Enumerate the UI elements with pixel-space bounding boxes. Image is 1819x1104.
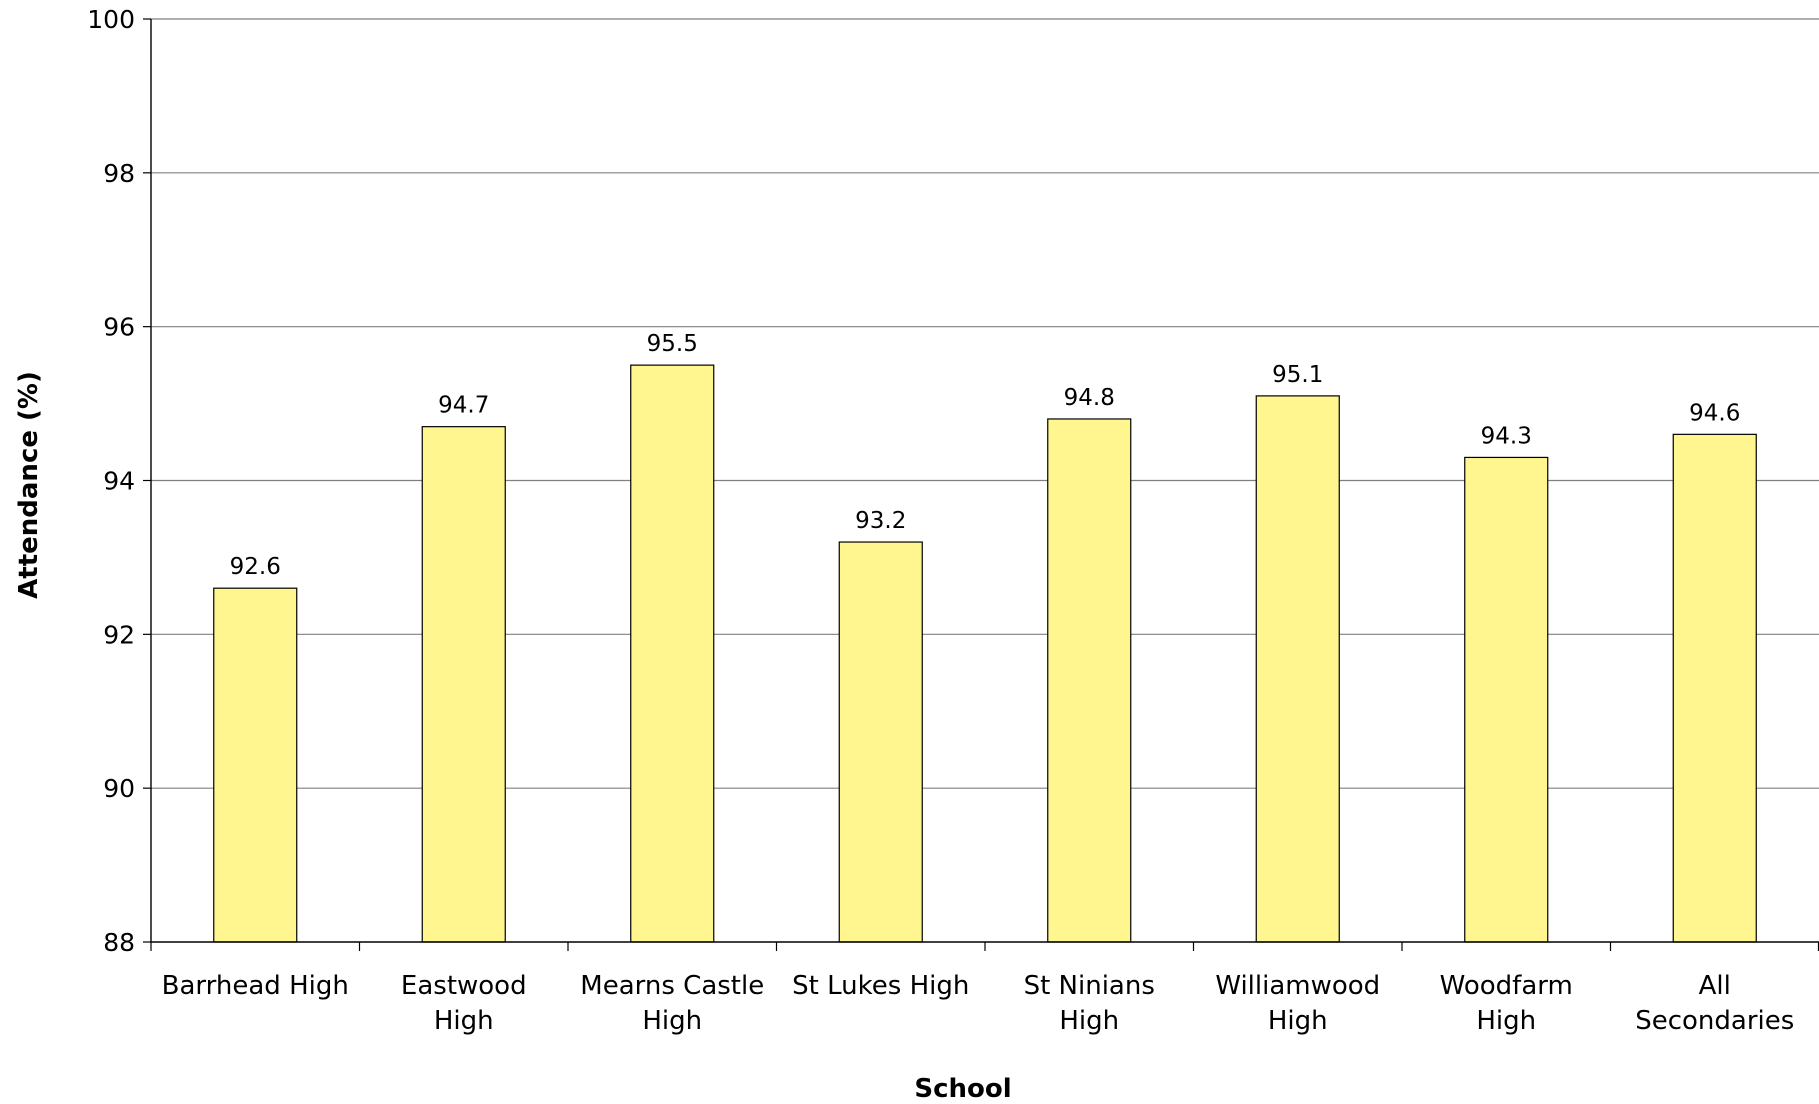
bar	[630, 364, 715, 943]
x-tick-label-line: Williamwood	[1215, 971, 1380, 1001]
x-tick-label-line: Mearns Castle	[580, 971, 764, 1001]
data-label: 95.5	[647, 331, 698, 357]
data-label: 93.2	[855, 508, 906, 534]
data-labels: 92.6 94.7 95.5 93.2 94.8 95.1 94.3 94.6	[230, 331, 1741, 580]
x-tick-label-line: High	[1268, 1006, 1328, 1036]
x-tick-label: St Lukes High	[792, 971, 969, 1001]
data-label: 95.1	[1272, 362, 1323, 388]
y-tick-label: 88	[103, 928, 135, 957]
y-tick-label: 100	[87, 5, 135, 34]
data-label: 92.6	[230, 554, 281, 580]
data-label: 94.7	[438, 393, 489, 419]
x-tick-label: Eastwood High	[401, 971, 527, 1036]
y-tick-label: 92	[103, 620, 135, 649]
x-tick-label: Mearns Castle High	[580, 971, 764, 1036]
x-tick-label-line: All	[1699, 971, 1731, 1001]
bar	[838, 541, 923, 943]
x-tick-label-line: St Lukes High	[792, 971, 969, 1001]
x-axis-ticks: Barrhead High Eastwood High Mearns Castle Hi…	[150, 942, 1819, 1036]
data-label: 94.3	[1481, 423, 1532, 449]
x-tick-label-line: High	[1059, 1006, 1119, 1036]
bars	[213, 364, 1757, 943]
bar	[213, 587, 298, 943]
x-tick-label: All Secondaries	[1635, 971, 1794, 1036]
x-tick-label-line: Woodfarm	[1440, 971, 1573, 1001]
y-axis-title: Attendance (%)	[14, 371, 44, 599]
x-tick-label-line: Eastwood	[401, 971, 527, 1001]
y-tick-label: 90	[103, 774, 135, 803]
x-tick-label: Woodfarm High	[1440, 971, 1573, 1036]
data-label: 94.6	[1689, 400, 1740, 426]
y-tick-label: 96	[103, 313, 135, 342]
y-axis-ticks: 88 90 92 94 96 98 100	[87, 5, 151, 957]
x-tick-label: St Ninians High	[1024, 971, 1155, 1036]
x-tick-label-line: High	[1476, 1006, 1536, 1036]
x-tick-label: Barrhead High	[162, 971, 349, 1001]
x-tick-label-line: High	[642, 1006, 702, 1036]
x-tick-label-line: Secondaries	[1635, 1006, 1794, 1036]
bar	[1464, 456, 1549, 943]
x-tick-label: Williamwood High	[1215, 971, 1380, 1036]
x-tick-label-line: High	[434, 1006, 494, 1036]
data-label: 94.8	[1064, 385, 1115, 411]
bar	[1255, 395, 1340, 943]
x-tick-label-line: Barrhead High	[162, 971, 349, 1001]
bar	[1047, 418, 1132, 943]
bar	[421, 426, 506, 943]
bar	[1672, 433, 1757, 943]
x-tick-label-line: St Ninians	[1024, 971, 1155, 1001]
y-tick-label: 98	[103, 159, 135, 188]
y-tick-label: 94	[103, 467, 135, 496]
gridlines	[151, 18, 1819, 789]
x-axis-title: School	[914, 1074, 1011, 1104]
